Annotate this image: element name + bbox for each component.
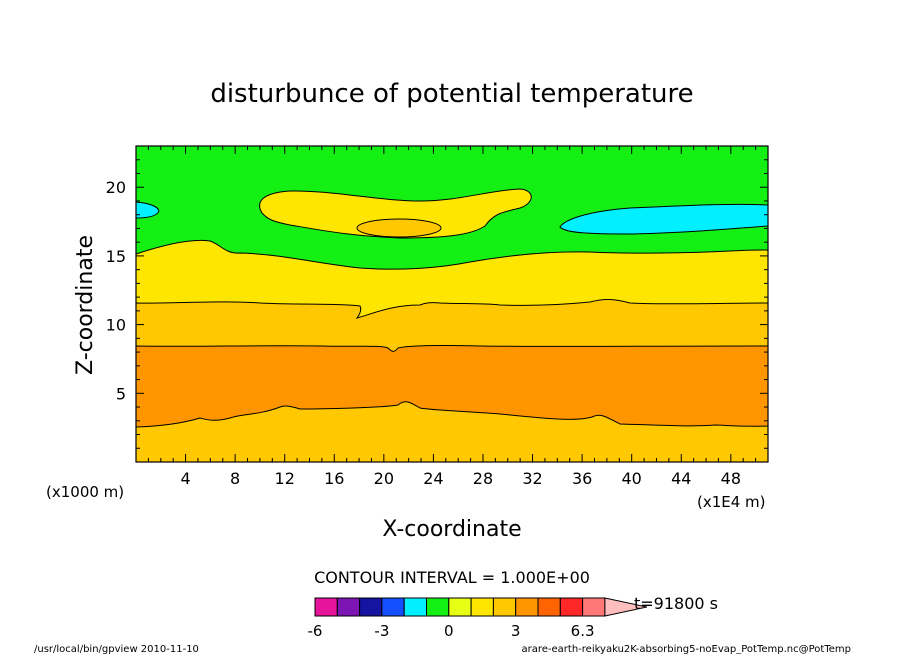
colorbar: -6 -3 0 3 6.3 bbox=[308, 597, 648, 640]
colorbar-tick-label: 6.3 bbox=[571, 622, 595, 640]
time-label: t=91800 s bbox=[634, 594, 718, 613]
colorbar-swatch bbox=[426, 597, 450, 617]
colorbar-swatch bbox=[515, 597, 539, 617]
x-unit-right: (x1E4 m) bbox=[697, 493, 766, 511]
y-tick-label: 10 bbox=[106, 316, 126, 335]
contour-region-orange bbox=[135, 344, 769, 428]
colorbar-swatch bbox=[336, 597, 361, 617]
x-tick-label: 36 bbox=[572, 469, 592, 488]
colorbar-tick-label: -6 bbox=[308, 622, 323, 640]
x-tick-label: 28 bbox=[473, 469, 493, 488]
contour-region-cyan-left bbox=[135, 201, 160, 219]
x-tick-label: 8 bbox=[230, 469, 240, 488]
footer-left: /usr/local/bin/gpview 2010-11-10 bbox=[34, 644, 199, 654]
colorbar-swatch bbox=[492, 597, 517, 617]
colorbar-tick-label: 3 bbox=[511, 622, 521, 640]
x-tick-label: 48 bbox=[721, 469, 741, 488]
plot-frame bbox=[135, 145, 769, 463]
x-tick-label: 12 bbox=[275, 469, 295, 488]
colorbar-swatch bbox=[314, 597, 338, 617]
colorbar-swatch bbox=[448, 597, 472, 617]
x-tick-label: 24 bbox=[423, 469, 443, 488]
footer-right: arare-earth-reikyaku2K-absorbing5-noEvap… bbox=[522, 644, 852, 654]
colorbar-swatch bbox=[537, 597, 561, 617]
contour-interval-label: CONTOUR INTERVAL = 1.000E+00 bbox=[314, 568, 590, 587]
chart-title: disturbunce of potential temperature bbox=[210, 79, 693, 109]
y-tick-label: 20 bbox=[106, 178, 126, 197]
contour-region-yellow-blob bbox=[259, 188, 532, 239]
colorbar-extension bbox=[604, 597, 648, 617]
y-axis-label: Z-coordinate bbox=[73, 235, 98, 375]
colorbar-swatch bbox=[582, 597, 606, 617]
x-tick-label: 44 bbox=[671, 469, 691, 488]
contour-region-gold-core bbox=[356, 218, 442, 238]
colorbar-swatch bbox=[559, 597, 584, 617]
colorbar-tick-label: -3 bbox=[374, 622, 389, 640]
x-tick-label: 40 bbox=[622, 469, 642, 488]
x-axis: 4 8 12 16 20 24 28 32 36 40 44 48 bbox=[147, 146, 769, 488]
x-tick-label: 20 bbox=[374, 469, 394, 488]
colorbar-swatch bbox=[470, 597, 494, 617]
y-tick-label: 5 bbox=[116, 384, 126, 403]
contour-region-cyan-right bbox=[559, 203, 769, 235]
x-tick-label: 16 bbox=[324, 469, 344, 488]
x-unit-left: (x1000 m) bbox=[46, 483, 124, 501]
x-tick-label: 4 bbox=[180, 469, 190, 488]
y-tick-label: 15 bbox=[106, 247, 126, 266]
colorbar-tick-label: 0 bbox=[444, 622, 454, 640]
contour-plot-area bbox=[135, 145, 769, 463]
colorbar-swatch bbox=[359, 597, 383, 617]
y-axis: 5 10 15 20 bbox=[106, 145, 768, 449]
colorbar-swatch bbox=[381, 597, 405, 617]
colorbar-swatch bbox=[403, 597, 428, 617]
x-tick-label: 32 bbox=[522, 469, 542, 488]
x-axis-label: X-coordinate bbox=[382, 517, 521, 542]
